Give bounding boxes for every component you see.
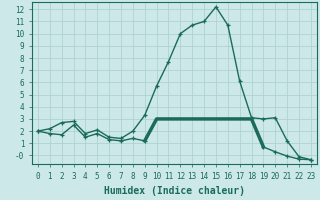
X-axis label: Humidex (Indice chaleur): Humidex (Indice chaleur): [104, 186, 245, 196]
